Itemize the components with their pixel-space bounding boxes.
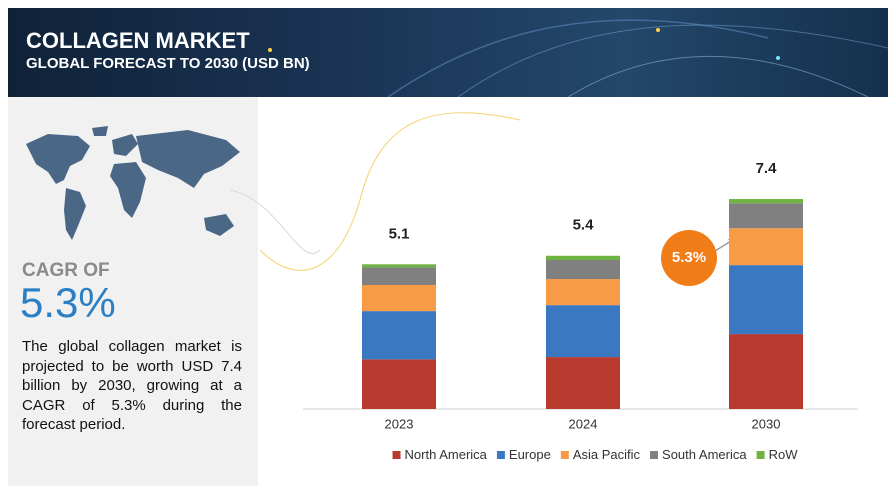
bar-segment [362,267,436,286]
legend-swatch [756,451,765,459]
header: COLLAGEN MARKET GLOBAL FORECAST TO 2030 … [8,8,888,97]
bar-segment [729,228,803,266]
legend-swatch [392,451,401,459]
cagr-bubble-label: 5.3% [672,249,706,266]
legend-label: North America [405,447,488,462]
header-decoration [268,19,888,97]
legend-label: RoW [769,447,799,462]
bar-segment [546,357,620,409]
sidebar: CAGR OF 5.3% The global collagen market … [8,97,258,486]
description: The global collagen market is projected … [22,338,242,433]
title: COLLAGEN MARKET [26,28,250,53]
bar-segment [546,305,620,358]
bar-segment [729,203,803,229]
x-tick-label: 2030 [752,416,781,431]
bar-segment [362,311,436,360]
legend-swatch [496,451,505,459]
cagr-label: CAGR OF [22,260,110,281]
bar-segment [729,334,803,409]
bar-segment [546,260,620,280]
cagr-value: 5.3% [20,279,116,326]
legend-label: Europe [509,447,551,462]
bar-segment [362,264,436,268]
world-map [26,126,240,240]
total-label: 5.1 [389,225,410,242]
bar-segment [546,255,620,261]
legend-swatch [650,451,659,459]
x-tick-label: 2024 [569,416,598,431]
cagr-bubble [661,230,717,286]
bar-segment [546,279,620,306]
legend-label: South America [662,447,747,462]
total-label: 7.4 [756,160,778,177]
bar-segment [729,265,803,335]
legend-label: Asia Pacific [573,447,641,462]
bar-segment [362,285,436,312]
subtitle: GLOBAL FORECAST TO 2030 (USD BN) [26,55,310,72]
bar-segment [362,359,436,409]
x-tick-label: 2023 [385,416,414,431]
legend-swatch [560,451,569,459]
total-label: 5.4 [573,217,595,234]
bar-segment [729,199,803,204]
